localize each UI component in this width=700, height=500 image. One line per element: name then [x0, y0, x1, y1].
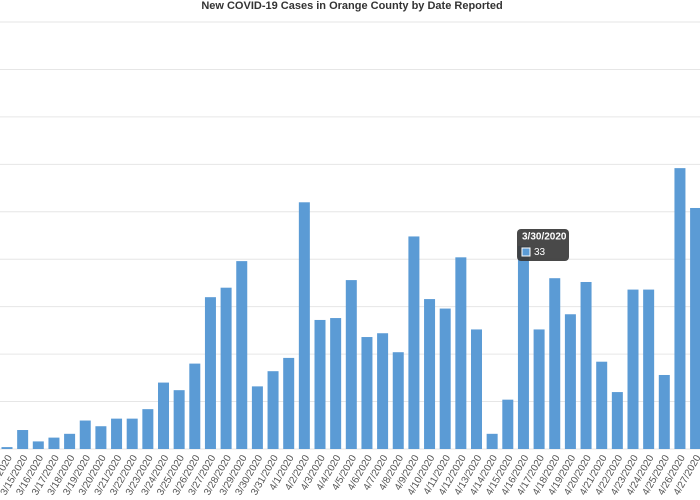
bar: [517, 245, 529, 449]
bar: [314, 319, 326, 449]
bar: [126, 418, 138, 449]
bar: [658, 374, 670, 449]
bars: [1, 168, 700, 449]
bar: [674, 168, 686, 449]
tooltip-swatch: [521, 247, 531, 257]
bar: [502, 399, 514, 449]
bar: [549, 278, 561, 449]
bar: [392, 352, 404, 449]
bar: [627, 289, 639, 449]
bar: [79, 420, 91, 449]
bar: [1, 447, 13, 449]
bar: [236, 261, 248, 449]
tooltip: 3/30/2020 33: [517, 229, 569, 261]
bar: [48, 437, 60, 449]
grid: [0, 21, 700, 450]
bar: [345, 280, 357, 449]
bar: [17, 430, 29, 449]
bar: [158, 382, 169, 449]
bar: [267, 371, 279, 449]
bar: [95, 426, 107, 449]
bar: [361, 337, 373, 449]
bar: [690, 207, 700, 449]
bar: [408, 236, 420, 449]
chart-title: New COVID-19 Cases in Orange County by D…: [201, 0, 502, 12]
bar: [596, 361, 608, 449]
bar: [283, 357, 295, 449]
x-labels: 3/14/20203/15/20203/16/20203/17/20203/18…: [0, 453, 700, 497]
tooltip-title: 3/30/2020: [522, 232, 567, 243]
bar: [643, 289, 655, 449]
bar: [330, 318, 342, 449]
bar: [142, 409, 154, 449]
bar: [377, 333, 389, 449]
bar: [32, 441, 44, 449]
bar: [471, 329, 482, 449]
bar: [220, 287, 232, 449]
bar: [189, 363, 201, 449]
bar: [611, 392, 623, 449]
bar: [298, 202, 310, 449]
bar: [455, 257, 467, 449]
bar: [580, 281, 592, 449]
bar: [111, 418, 123, 449]
bar: [486, 433, 498, 449]
tooltip-value: 33: [534, 247, 546, 258]
bar: [424, 299, 436, 449]
bar: [439, 308, 451, 449]
bar: [64, 433, 76, 449]
bar: [533, 329, 545, 449]
bar: [204, 297, 216, 449]
bar: [564, 314, 576, 449]
bar: [251, 386, 263, 449]
bar: [173, 390, 185, 449]
